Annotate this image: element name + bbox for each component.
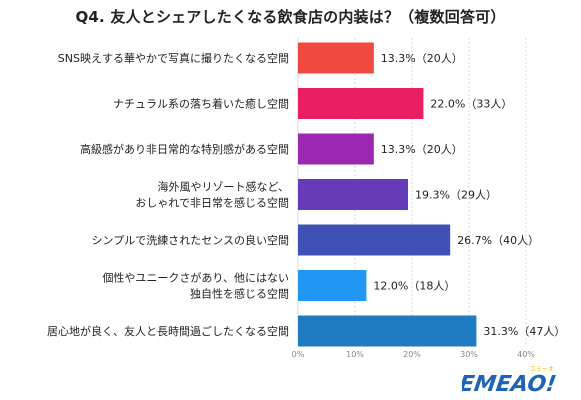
bar	[298, 42, 374, 74]
emeao-logo: エミーオ EMEAO!	[462, 366, 558, 394]
logo-text: EMEAO!	[462, 371, 558, 394]
value-label: 12.0%（18人）	[373, 280, 455, 293]
value-label: 26.7%（40人）	[457, 234, 539, 247]
value-label: 22.0%（33人）	[430, 98, 512, 111]
bar	[298, 270, 367, 301]
category-label: シンプルで洗練されたセンスの良い空間	[92, 233, 289, 247]
category-label: 個性やユニークさがあり、他にはない	[102, 271, 289, 285]
category-label: 独自性を感じる空間	[190, 287, 289, 301]
category-label: おしゃれで非日常を感じる空間	[135, 196, 289, 210]
bar	[298, 88, 424, 119]
category-label: ナチュラル系の落ち着いた癒し空間	[113, 97, 289, 111]
page-title: Q4. 友人とシェアしたくなる飲食店の内装は？（複数回答可）	[75, 8, 506, 26]
category-label: 高級感があり非日常的な特別感がある空間	[80, 142, 289, 156]
category-label: SNS映えする華やかで写真に撮りたくなる空間	[58, 51, 289, 65]
bar	[298, 133, 374, 165]
bar	[298, 315, 477, 347]
x-tick-label: 30%	[460, 350, 478, 359]
bar	[298, 179, 409, 210]
x-tick-label: 10%	[346, 350, 364, 359]
value-label: 13.3%（20人）	[381, 143, 463, 156]
value-label: 13.3%（20人）	[381, 52, 463, 65]
value-label: 19.3%（29人）	[415, 189, 497, 202]
x-tick-label: 20%	[403, 350, 421, 359]
x-tick-label: 40%	[517, 350, 535, 359]
category-label: 海外風やリゾート感など、	[158, 180, 289, 194]
logo-subtext: エミーオ	[530, 366, 554, 373]
bar	[298, 224, 451, 256]
category-label: 居心地が良く、友人と長時間過ごしたくなる空間	[47, 324, 289, 338]
x-tick-label: 0%	[292, 350, 305, 359]
value-label: 31.3%（47人）	[483, 325, 565, 338]
